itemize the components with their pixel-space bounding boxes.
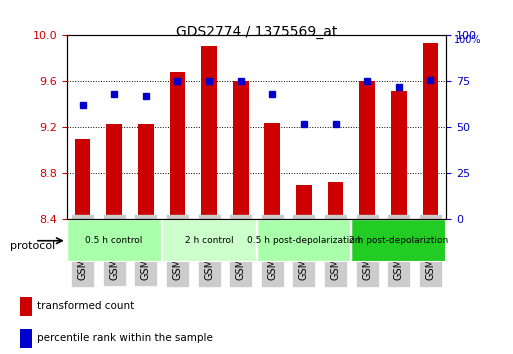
Bar [328, 182, 344, 219]
Bar [20, 297, 32, 316]
Bar [74, 139, 90, 219]
FancyBboxPatch shape [256, 219, 351, 262]
Bar [423, 44, 439, 219]
Bar [201, 46, 217, 219]
Bar [20, 329, 32, 348]
Text: percentile rank within the sample: percentile rank within the sample [37, 333, 213, 343]
Bar [233, 81, 249, 219]
Bar [351, 219, 446, 262]
Bar [264, 123, 280, 219]
FancyBboxPatch shape [162, 219, 256, 262]
Bar [162, 219, 256, 262]
FancyBboxPatch shape [67, 219, 162, 262]
Bar [256, 219, 351, 262]
Bar [391, 91, 407, 219]
Text: 100%: 100% [454, 35, 481, 45]
Text: 0.5 h post-depolarization: 0.5 h post-depolarization [247, 236, 361, 245]
Text: GDS2774 / 1375569_at: GDS2774 / 1375569_at [176, 25, 337, 39]
Bar [296, 185, 312, 219]
Text: transformed count: transformed count [37, 301, 134, 311]
Text: protocol: protocol [10, 241, 55, 251]
Text: 2 h control: 2 h control [185, 236, 233, 245]
FancyBboxPatch shape [351, 219, 446, 262]
Text: 0.5 h control: 0.5 h control [86, 236, 143, 245]
Bar [67, 219, 162, 262]
Bar [106, 124, 122, 219]
Bar [138, 124, 154, 219]
Text: 2 h post-depolariztion: 2 h post-depolariztion [349, 236, 448, 245]
Bar [169, 72, 185, 219]
Bar [359, 81, 375, 219]
